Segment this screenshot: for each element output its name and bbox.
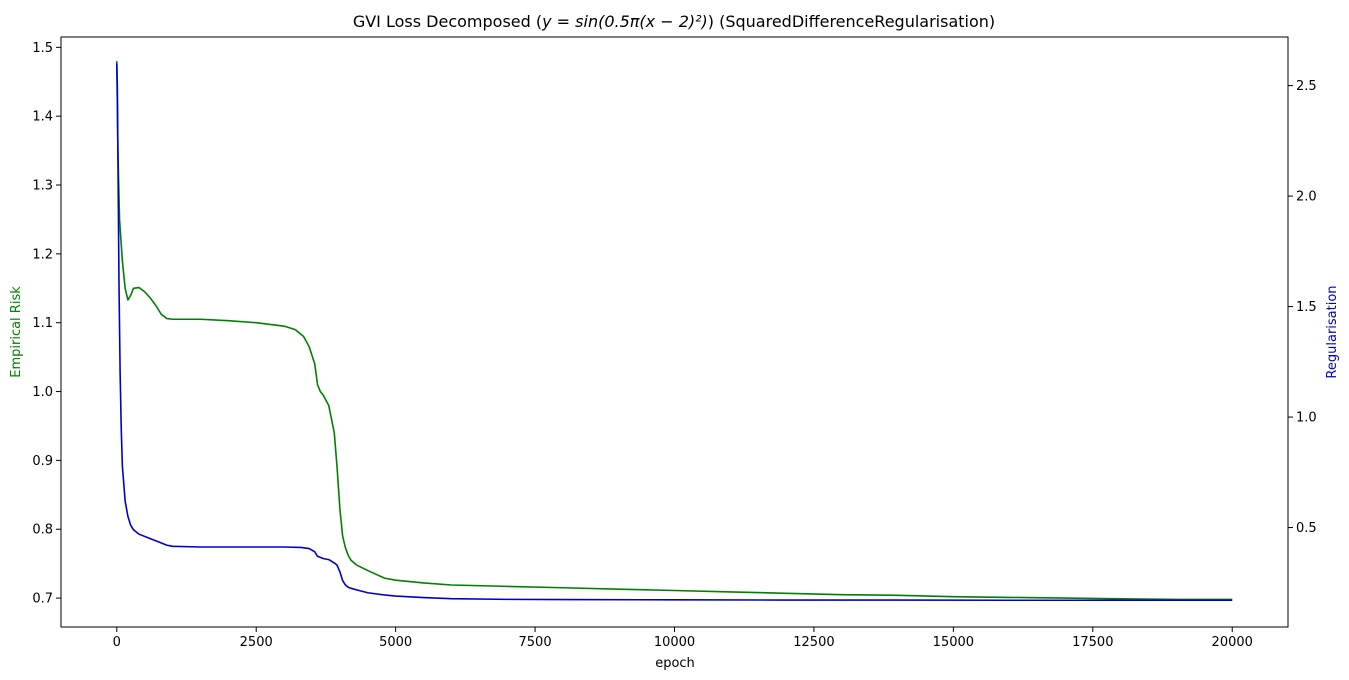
y-axis-right-label: Regularisation	[1325, 285, 1340, 378]
y-left-tick-label: 1.0	[32, 385, 53, 400]
y-left-tick-label: 1.5	[32, 41, 53, 56]
x-tick-label: 2500	[240, 635, 273, 650]
x-axis: 0 2500 5000 7500 10000 12500 15000 17500 20000	[113, 627, 1253, 650]
y-right-tick-label: 1.5	[1296, 300, 1317, 315]
y-right-tick-label: 0.5	[1296, 521, 1317, 536]
empirical-risk-line	[115, 61, 1233, 601]
y-left-tick-label: 0.7	[32, 592, 53, 607]
x-tick-label: 5000	[379, 635, 412, 650]
x-tick-label: 17500	[1072, 635, 1113, 650]
y-axis-right: 0.5 1.0 1.5 2.0 2.5	[1288, 79, 1317, 536]
y-axis-left: 0.7 0.8 0.9 1.0 1.1 1.2 1.3 1.4 1.5	[32, 41, 61, 607]
series-lines	[115, 61, 1233, 602]
y-left-tick-label: 0.8	[32, 523, 53, 538]
chart-title-suffix: ) (SquaredDifferenceRegularisation)	[708, 12, 995, 31]
x-tick-label: 15000	[933, 635, 974, 650]
y-right-tick-label: 2.0	[1296, 190, 1317, 205]
y-left-tick-label: 1.3	[32, 179, 53, 194]
y-axis-left-label: Empirical Risk	[9, 286, 24, 378]
chart-title-prefix: GVI Loss Decomposed (	[353, 12, 542, 31]
regularisation-line	[115, 63, 1233, 602]
y-left-tick-label: 0.9	[32, 454, 53, 469]
x-tick-label: 20000	[1212, 635, 1253, 650]
chart-title-math: y = sin(0.5π(x − 2)²)	[541, 12, 708, 31]
plot-frame	[60, 36, 1289, 628]
y-left-tick-label: 1.4	[32, 110, 53, 125]
x-tick-label: 0	[113, 635, 121, 650]
x-tick-label: 7500	[519, 635, 552, 650]
x-tick-label: 10000	[654, 635, 695, 650]
x-tick-label: 12500	[793, 635, 834, 650]
y-left-tick-label: 1.1	[32, 316, 53, 331]
x-axis-label: epoch	[655, 656, 695, 671]
y-right-tick-label: 2.5	[1296, 79, 1317, 94]
y-left-tick-label: 1.2	[32, 247, 53, 262]
chart-title: GVI Loss Decomposed (y = sin(0.5π(x − 2)…	[353, 12, 995, 31]
y-right-tick-label: 1.0	[1296, 411, 1317, 426]
